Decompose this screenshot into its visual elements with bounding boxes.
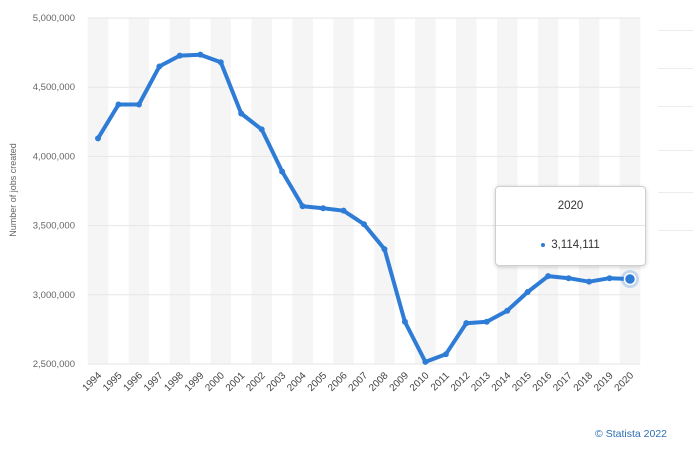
side-panel-edge <box>658 0 693 240</box>
data-tooltip: 2020 3,114,111 <box>495 186 646 266</box>
data-point <box>545 273 552 280</box>
data-point <box>623 272 637 286</box>
data-point <box>401 318 408 325</box>
x-tick-label: 1995 <box>101 370 125 394</box>
data-point <box>586 278 593 285</box>
data-point <box>258 126 265 133</box>
x-tick-label: 2018 <box>572 370 596 394</box>
column-band <box>333 18 354 364</box>
tooltip-value-row: 3,114,111 <box>496 226 645 264</box>
series-dot-icon <box>541 242 546 247</box>
data-points <box>95 51 639 365</box>
x-tick-label: 2017 <box>551 370 575 394</box>
column-band <box>169 18 191 364</box>
x-tick-label: 1999 <box>183 370 207 394</box>
statista-credit-link[interactable]: © Statista 2022 <box>595 428 667 440</box>
x-tick-label: 2007 <box>347 370 371 394</box>
x-tick-label: 2006 <box>326 370 350 394</box>
data-point <box>279 168 286 175</box>
tooltip-year: 2020 <box>496 187 645 226</box>
x-tick-label: 2002 <box>244 370 268 394</box>
x-tick-label: 2003 <box>265 370 289 394</box>
column-band <box>128 18 150 364</box>
data-point <box>238 110 245 117</box>
x-tick-label: 1994 <box>81 370 105 394</box>
x-tick-label: 2001 <box>224 370 248 394</box>
data-point <box>299 203 306 210</box>
x-tick-label: 1998 <box>162 370 186 394</box>
x-tick-label: 2009 <box>388 370 412 394</box>
data-point <box>524 289 531 296</box>
x-tick-label: 2014 <box>490 370 514 394</box>
data-point <box>483 318 490 325</box>
data-point <box>156 63 163 70</box>
column-band <box>251 18 272 364</box>
data-point <box>361 221 367 228</box>
data-point <box>176 52 183 59</box>
data-point <box>442 351 449 358</box>
y-tick-label: 3,000,000 <box>33 290 75 301</box>
y-tick-label: 2,500,000 <box>33 359 75 370</box>
data-point <box>422 358 429 365</box>
x-tick-label: 2015 <box>510 370 534 394</box>
x-tick-label: 1996 <box>122 370 146 394</box>
y-axis-label: Number of jobs created <box>8 143 18 237</box>
data-point <box>217 59 224 66</box>
y-axis-ticks: 2,500,000 3,000,000 3,500,000 4,000,000 4,50… <box>33 13 75 370</box>
column-band <box>210 18 231 364</box>
column-band <box>374 18 395 364</box>
x-tick-label: 2005 <box>306 370 330 394</box>
x-tick-label: 2008 <box>367 370 391 394</box>
column-band <box>87 18 109 364</box>
data-point <box>340 207 347 214</box>
x-tick-label: 2019 <box>592 370 616 394</box>
x-tick-label: 2013 <box>469 370 493 394</box>
tooltip-value: 3,114,111 <box>551 239 600 251</box>
x-tick-label: 2000 <box>203 370 227 394</box>
y-tick-label: 3,500,000 <box>33 221 75 232</box>
data-point <box>115 101 122 108</box>
x-axis-ticks: 1994199519961997199819992000200120022003… <box>81 370 637 394</box>
data-point <box>504 307 511 314</box>
y-tick-label: 5,000,000 <box>33 13 75 24</box>
y-tick-label: 4,500,000 <box>33 82 75 93</box>
x-tick-label: 1997 <box>142 370 166 394</box>
data-point <box>565 275 572 282</box>
column-band <box>456 18 477 364</box>
x-tick-label: 2020 <box>613 370 637 394</box>
data-point <box>95 135 101 142</box>
data-point <box>463 320 470 327</box>
x-tick-label: 2011 <box>429 370 452 393</box>
x-tick-label: 2012 <box>449 370 473 394</box>
data-point <box>606 275 613 282</box>
data-point <box>381 246 388 253</box>
data-point <box>197 51 204 58</box>
x-tick-label: 2010 <box>408 370 432 394</box>
column-band <box>415 18 436 364</box>
x-tick-label: 2016 <box>531 370 555 394</box>
y-tick-label: 4,000,000 <box>33 151 75 162</box>
data-point <box>135 101 142 108</box>
x-tick-label: 2004 <box>285 370 309 394</box>
data-point <box>320 205 327 212</box>
column-band <box>292 18 313 364</box>
